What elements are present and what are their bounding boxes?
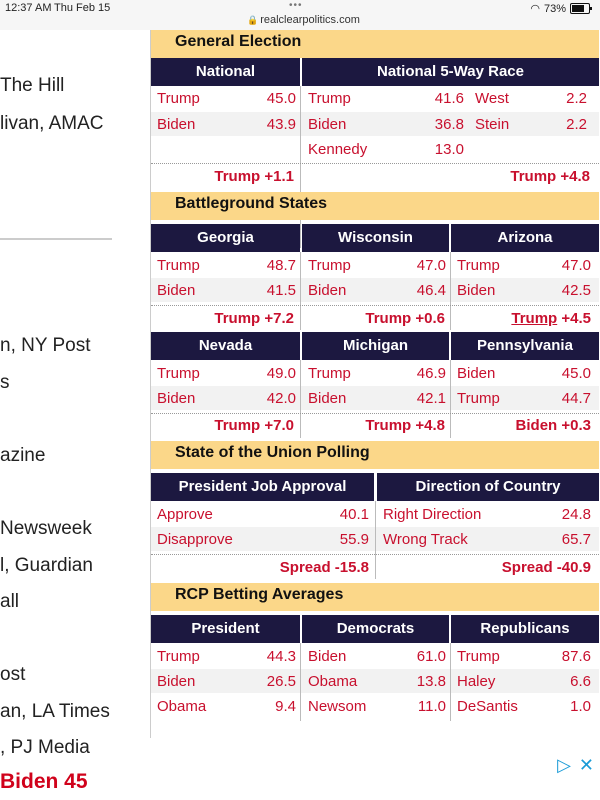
lock-icon: 🔒 xyxy=(247,15,259,25)
poll-row: Biden 26.5 xyxy=(157,673,296,690)
spread-georgia[interactable]: Trump +7.2 xyxy=(214,310,294,327)
poll-row: Biden 42.1 xyxy=(308,390,446,407)
header-arizona[interactable]: Arizona xyxy=(451,224,599,252)
address-bar[interactable]: 🔒 realclearpolitics.com xyxy=(247,14,360,26)
spread-arizona[interactable]: Trump +4.5 xyxy=(451,307,591,331)
article-link[interactable]: l, Guardian xyxy=(0,555,93,576)
status-time: 12:37 AM xyxy=(5,2,52,14)
section-state-of-union[interactable]: State of the Union Polling xyxy=(151,441,599,469)
header-nevada[interactable]: Nevada xyxy=(151,332,300,360)
poll-row: Trump 47.0 xyxy=(457,257,591,274)
spread-arizona-name[interactable]: Trump xyxy=(511,310,558,327)
header-pennsylvania[interactable]: Pennsylvania xyxy=(451,332,599,360)
poll-row: Biden 61.0 xyxy=(308,648,446,665)
article-link[interactable]: The Hill xyxy=(0,75,65,96)
header-wisconsin[interactable]: Wisconsin xyxy=(302,224,449,252)
url-text: realclearpolitics.com xyxy=(260,14,360,26)
poll-row: Biden 43.9 xyxy=(157,116,296,133)
tab-dots-icon[interactable]: ••• xyxy=(289,0,303,11)
poll-row: Haley 6.6 xyxy=(457,673,591,690)
poll-row: Trump 44.7 xyxy=(457,390,591,407)
header-president[interactable]: President xyxy=(151,615,300,643)
poll-row: Trump 87.6 xyxy=(457,648,591,665)
spread-pennsylvania[interactable]: Biden +0.3 xyxy=(515,417,591,434)
section-title: Battleground States xyxy=(175,195,328,212)
poll-row: Trump 41.6 xyxy=(308,90,464,107)
poll-row: Stein 2.2 xyxy=(475,116,587,133)
poll-row: Trump 47.0 xyxy=(308,257,446,274)
article-link[interactable]: s xyxy=(0,372,10,393)
poll-row: West 2.2 xyxy=(475,90,587,107)
poll-row: Trump 46.9 xyxy=(308,365,446,382)
article-link[interactable]: , PJ Media xyxy=(0,737,90,758)
spread-michigan[interactable]: Trump +4.8 xyxy=(365,417,445,434)
poll-row: Disapprove 55.9 xyxy=(157,531,369,548)
poll-row: Biden 41.5 xyxy=(157,282,296,299)
ad-choices-icon[interactable]: ▷ xyxy=(557,755,571,775)
poll-row: Biden 42.0 xyxy=(157,390,296,407)
poll-row: Trump 48.7 xyxy=(157,257,296,274)
spread-direction[interactable]: Spread -40.9 xyxy=(501,559,591,576)
poll-row: Obama 9.4 xyxy=(157,698,296,715)
header-direction[interactable]: Direction of Country xyxy=(377,473,599,501)
poll-row: Right Direction 24.8 xyxy=(383,506,591,523)
poll-row: Biden 46.4 xyxy=(308,282,446,299)
battery-percent: 73% xyxy=(543,2,566,15)
poll-row: Obama 13.8 xyxy=(308,673,446,690)
spread-nevada[interactable]: Trump +7.0 xyxy=(214,417,294,434)
article-link[interactable]: azine xyxy=(0,445,46,466)
poll-row: Trump 45.0 xyxy=(157,90,296,107)
section-general-election[interactable]: General Election xyxy=(151,30,599,58)
section-title: State of the Union Polling xyxy=(175,444,370,461)
status-bar: 12:37 AM Thu Feb 15 ••• 🔒 realclearpoliti… xyxy=(0,0,600,30)
header-republicans[interactable]: Republicans xyxy=(451,615,599,643)
spread-wisconsin[interactable]: Trump +0.6 xyxy=(365,310,445,327)
ad-controls: ▷ ✕ xyxy=(557,755,594,776)
article-link[interactable]: an, LA Times xyxy=(0,701,110,722)
article-link[interactable]: ost xyxy=(0,664,26,685)
close-ad-icon[interactable]: ✕ xyxy=(578,755,594,775)
poll-row: Kennedy 13.0 xyxy=(308,141,464,158)
article-link[interactable]: Newsweek xyxy=(0,518,92,539)
poll-row: Wrong Track 65.7 xyxy=(383,531,591,548)
battery-icon xyxy=(570,3,592,14)
poll-row: DeSantis 1.0 xyxy=(457,698,591,715)
left-article-list: The Hill livan, AMAC n, NY Post s azine … xyxy=(0,30,140,800)
status-right: ◠ 73% xyxy=(530,2,592,15)
article-link[interactable]: all xyxy=(0,591,20,612)
section-betting[interactable]: RCP Betting Averages xyxy=(151,583,599,611)
poll-row: Biden 36.8 xyxy=(308,116,464,133)
header-georgia[interactable]: Georgia xyxy=(151,224,300,252)
headline-link[interactable]: Biden 45 xyxy=(0,770,88,793)
poll-row: Biden 42.5 xyxy=(457,282,591,299)
divider xyxy=(0,238,112,240)
section-title: RCP Betting Averages xyxy=(175,586,344,603)
section-title: General Election xyxy=(175,33,302,50)
header-national-5-way[interactable]: National 5-Way Race xyxy=(302,58,599,86)
spread-arizona-value: +4.5 xyxy=(561,310,591,327)
header-michigan[interactable]: Michigan xyxy=(302,332,449,360)
spread-approval[interactable]: Spread -15.8 xyxy=(279,559,369,576)
section-battleground[interactable]: Battleground States xyxy=(151,192,599,220)
poll-row: Approve 40.1 xyxy=(157,506,369,523)
poll-row: Trump 44.3 xyxy=(157,648,296,665)
status-date: Thu Feb 15 xyxy=(54,2,111,14)
header-job-approval[interactable]: President Job Approval xyxy=(151,473,374,501)
header-democrats[interactable]: Democrats xyxy=(302,615,449,643)
article-link[interactable]: n, NY Post xyxy=(0,335,91,356)
wifi-icon: ◠ xyxy=(530,3,540,15)
spread-national[interactable]: Trump +1.1 xyxy=(214,168,294,185)
article-link[interactable]: livan, AMAC xyxy=(0,113,104,134)
polling-widget: General Election National National 5-Way… xyxy=(150,30,599,738)
poll-row: Newsom 11.0 xyxy=(308,698,446,715)
spread-5-way[interactable]: Trump +4.8 xyxy=(510,168,590,185)
header-national[interactable]: National xyxy=(151,58,300,86)
poll-row: Trump 49.0 xyxy=(157,365,296,382)
poll-row: Biden 45.0 xyxy=(457,365,591,382)
